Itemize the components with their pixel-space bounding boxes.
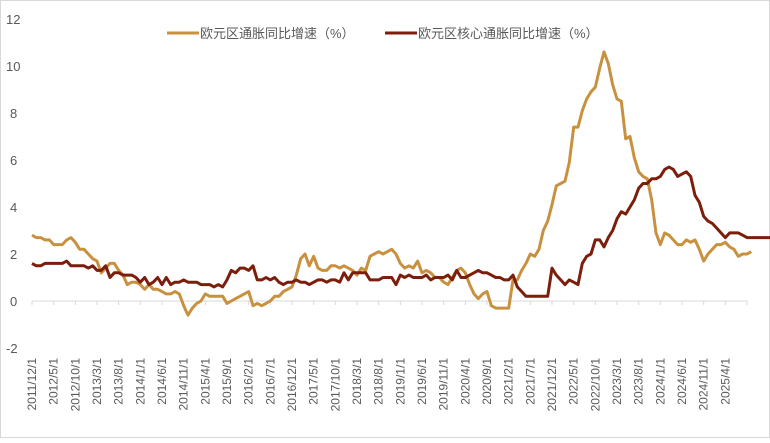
x-tick-label: 2015/4/1 [198, 358, 212, 405]
x-tick-label: 2021/12/1 [545, 358, 559, 412]
x-tick-label: 2023/3/1 [610, 358, 624, 405]
y-tick-label: 12 [6, 12, 20, 27]
x-tick-label: 2025/4/1 [718, 358, 732, 405]
x-tick-label: 2015/9/1 [220, 358, 234, 405]
x-tick-label: 2014/11/1 [177, 358, 191, 411]
x-tick-label: 2017/10/1 [328, 358, 342, 412]
x-tick-label: 2019/6/1 [415, 358, 429, 405]
x-tick-label: 2016/7/1 [263, 358, 277, 405]
x-tick-label: 2012/5/1 [47, 358, 61, 405]
legend-label-core: 欧元区核心通胀同比增速（%） [418, 26, 599, 41]
y-tick-label: 6 [10, 153, 17, 168]
x-tick-label: 2021/2/1 [502, 358, 516, 405]
x-tick-label: 2024/11/1 [697, 358, 711, 411]
x-tick-label: 2014/1/1 [133, 358, 147, 405]
x-tick-label: 2013/3/1 [90, 358, 104, 405]
x-tick-label: 2011/12/1 [25, 358, 39, 411]
x-tick-label: 2019/1/1 [393, 358, 407, 405]
x-tick-label: 2024/1/1 [653, 358, 667, 405]
x-tick-label: 2016/2/1 [242, 358, 256, 405]
x-tick-label: 2013/8/1 [112, 358, 126, 405]
x-tick-label: 2017/5/1 [307, 358, 321, 405]
legend: 欧元区通胀同比增速（%） 欧元区核心通胀同比增速（%） [167, 26, 599, 41]
x-tick-label: 2022/10/1 [588, 358, 602, 412]
y-tick-label: 2 [10, 247, 17, 262]
headline-inflation-line [31, 50, 753, 317]
y-tick-label: 0 [10, 294, 17, 309]
x-tick-label: 2020/4/1 [458, 358, 472, 405]
legend-item-core: 欧元区核心通胀同比增速（%） [385, 26, 599, 41]
core-inflation-line [31, 165, 770, 298]
x-tick-label: 2014/6/1 [155, 358, 169, 405]
x-axis: 2011/12/1 2012/5/1 2012/10/1 2013/3/1 2013/8… [25, 300, 748, 412]
x-tick-label: 2022/5/1 [567, 358, 581, 405]
x-tick-label: 2016/12/1 [285, 358, 299, 412]
y-tick-label: 8 [10, 106, 17, 121]
x-tick-label: 2024/6/1 [675, 358, 689, 405]
legend-label-headline: 欧元区通胀同比增速（%） [200, 26, 355, 41]
y-tick-label: -2 [6, 341, 18, 356]
y-axis: -2 0 2 4 6 8 10 12 [6, 12, 20, 356]
y-tick-label: 4 [10, 200, 17, 215]
x-tick-label: 2020/9/1 [480, 358, 494, 405]
x-tick-label: 2023/8/1 [632, 358, 646, 405]
y-tick-label: 10 [6, 59, 20, 74]
x-tick-label: 2012/10/1 [68, 358, 82, 412]
x-tick-label: 2019/11/1 [437, 358, 451, 411]
x-tick-label: 2018/8/1 [372, 358, 386, 405]
plot-lines [31, 50, 770, 317]
x-tick-label: 2021/7/1 [523, 358, 537, 405]
legend-item-headline: 欧元区通胀同比增速（%） [167, 26, 355, 41]
x-tick-label: 2018/3/1 [350, 358, 364, 405]
